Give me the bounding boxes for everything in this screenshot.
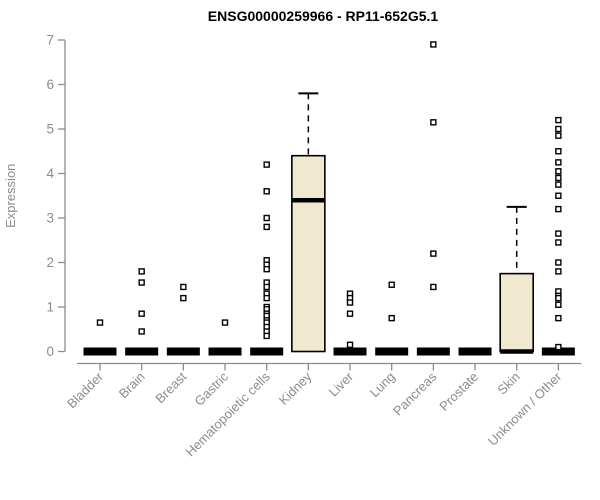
outlier-point-brain	[138, 268, 145, 275]
y-tick-label: 3	[46, 211, 54, 226]
outlier-point-pancreas	[430, 119, 437, 126]
y-tick-label: 0	[46, 344, 54, 359]
outlier-point-unknown-other	[555, 181, 562, 188]
outlier-point-pancreas	[430, 41, 437, 48]
outlier-point-breast	[180, 294, 187, 302]
y-tick-label: 7	[46, 33, 54, 48]
box-skin	[499, 272, 535, 353]
x-tick-label-skin: Skin	[494, 369, 522, 397]
x-tick-label-lung: Lung	[367, 369, 398, 400]
outlier-point-hematopoietic-cells	[263, 223, 270, 231]
flat-box-liver	[333, 347, 367, 356]
flat-box-pancreas	[416, 347, 450, 356]
outlier-point-brain	[138, 328, 145, 335]
outlier-point-unknown-other	[555, 205, 562, 213]
outlier-point-unknown-other	[555, 148, 562, 155]
outlier-point-unknown-other	[555, 268, 562, 275]
outlier-point-breast	[180, 283, 187, 291]
chart-title: ENSG00000259966 - RP11-652G5.1	[207, 8, 439, 24]
outlier-point-hematopoietic-cells	[263, 265, 270, 273]
flat-box-unknown-other	[541, 347, 575, 356]
outlier-point-gastric	[221, 319, 229, 326]
outlier-point-unknown-other	[555, 343, 562, 351]
outlier-point-unknown-other	[555, 192, 562, 199]
outlier-point-hematopoietic-cells	[263, 283, 270, 291]
outlier-point-brain	[138, 279, 145, 286]
outlier-point-unknown-other	[555, 294, 562, 302]
outlier-point-hematopoietic-cells	[263, 161, 270, 168]
box-kidney	[291, 154, 326, 353]
outlier-point-unknown-other	[555, 230, 562, 237]
outlier-point-liver	[346, 299, 354, 306]
outlier-point-unknown-other	[555, 116, 562, 124]
outlier-point-unknown-other	[555, 174, 562, 182]
outlier-point-unknown-other	[555, 259, 562, 266]
x-tick-label-pancreas: Pancreas	[390, 369, 440, 419]
x-tick-label-breast: Breast	[152, 369, 189, 406]
flat-box-prostate	[458, 347, 492, 356]
x-tick-label-prostate: Prostate	[436, 369, 481, 414]
outlier-point-unknown-other	[555, 125, 562, 133]
outlier-point-unknown-other	[555, 159, 562, 166]
outlier-point-brain	[138, 310, 145, 317]
y-tick-label: 6	[46, 77, 54, 92]
outlier-point-unknown-other	[555, 301, 562, 308]
x-tick-label-gastric: Gastric	[191, 369, 231, 409]
outlier-point-lung	[388, 281, 395, 288]
outlier-point-hematopoietic-cells	[263, 188, 270, 195]
outlier-point-unknown-other	[555, 132, 562, 139]
flat-box-breast	[166, 347, 200, 356]
flat-box-gastric	[208, 347, 242, 356]
y-axis-title: Expression	[3, 164, 18, 228]
x-tick-label-liver: Liver	[326, 369, 357, 400]
outlier-point-hematopoietic-cells	[263, 214, 270, 222]
flat-box-hematopoietic-cells	[250, 347, 284, 356]
outlier-point-pancreas	[430, 250, 437, 257]
x-tick-label-bladder: Bladder	[64, 369, 107, 412]
outlier-point-unknown-other	[555, 168, 562, 175]
y-tick-label: 2	[46, 255, 54, 270]
outlier-point-pancreas	[430, 283, 437, 291]
flat-box-brain	[125, 347, 159, 356]
outlier-point-hematopoietic-cells	[263, 332, 270, 340]
x-tick-label-unknown-other: Unknown / Other	[485, 369, 565, 449]
y-tick-label: 4	[46, 166, 54, 181]
outlier-point-liver	[346, 341, 354, 349]
outlier-point-hematopoietic-cells	[263, 294, 270, 302]
flat-box-lung	[375, 347, 409, 356]
y-tick-label: 1	[46, 300, 54, 315]
x-tick-label-brain: Brain	[116, 369, 148, 401]
outlier-point-unknown-other	[555, 239, 562, 246]
y-tick-label: 5	[46, 122, 54, 137]
outlier-point-bladder	[96, 319, 104, 326]
outlier-point-unknown-other	[555, 314, 562, 322]
flat-box-bladder	[83, 347, 117, 356]
outlier-point-liver	[346, 310, 354, 317]
x-tick-label-kidney: Kidney	[276, 369, 315, 408]
outlier-point-lung	[388, 314, 395, 322]
